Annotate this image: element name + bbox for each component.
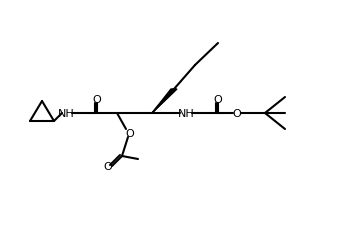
- Text: O: O: [104, 161, 112, 171]
- Text: NH: NH: [177, 109, 194, 119]
- Text: O: O: [93, 94, 102, 105]
- Polygon shape: [152, 90, 177, 113]
- Text: O: O: [126, 128, 134, 138]
- Text: O: O: [213, 94, 222, 105]
- Text: O: O: [233, 109, 241, 119]
- Text: NH: NH: [58, 109, 75, 119]
